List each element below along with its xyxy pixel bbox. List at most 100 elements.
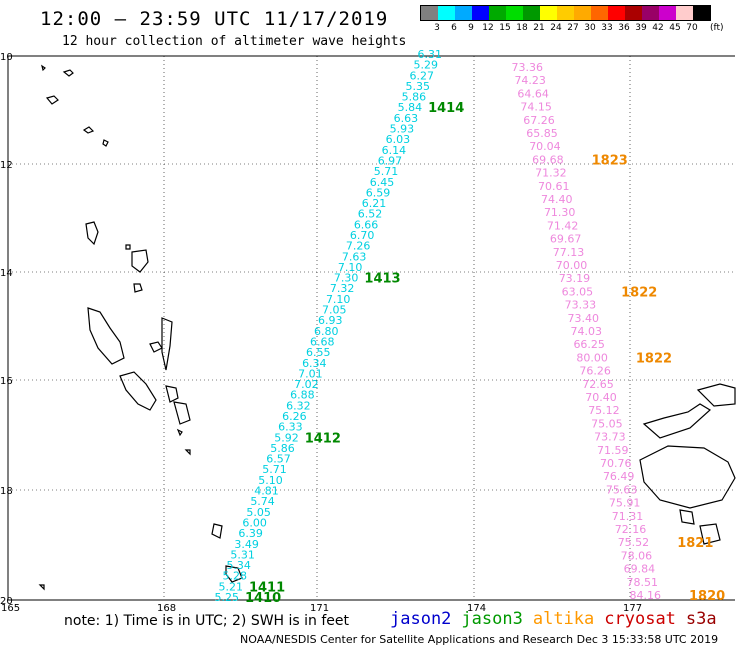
wave-height-value: 71.42 (547, 219, 579, 232)
wave-height-value: 70.61 (538, 180, 570, 193)
legend-swatch (659, 6, 676, 20)
island-small-1 (41, 64, 46, 72)
lon-tick-label: 165 (1, 603, 20, 614)
island-fiji-south-1 (679, 509, 695, 525)
wave-height-value: 5.86 (270, 442, 295, 455)
wave-height-value: 70.00 (556, 259, 588, 272)
legend-swatch (693, 6, 710, 20)
legend-label: 9 (468, 23, 474, 33)
island-small-3 (82, 126, 95, 134)
wave-height-value: 75.91 (609, 497, 641, 510)
island-lifou (149, 341, 163, 353)
wave-height-value: 69.68 (532, 153, 564, 166)
island-south-1 (211, 523, 223, 539)
legend-swatch (438, 6, 455, 20)
pass-time-label: 1822 (621, 285, 657, 300)
wave-height-value: 64.64 (517, 87, 549, 100)
legend-swatch (455, 6, 472, 20)
legend-label: 42 (652, 23, 664, 33)
wave-height-value: 5.92 (274, 431, 299, 444)
wave-height-value: 7.63 (342, 250, 367, 263)
wave-height-value: 73.33 (565, 299, 597, 312)
wave-height-value: 77.13 (553, 246, 585, 259)
wave-height-value: 69.67 (550, 233, 582, 246)
wave-height-value: 6.32 (286, 399, 311, 412)
wave-height-value: 5.21 (218, 580, 243, 593)
wave-height-value: 6.26 (282, 410, 307, 423)
wave-height-value: 5.31 (230, 548, 255, 561)
legend-swatch (676, 6, 693, 20)
wave-height-value: 6.31 (418, 48, 443, 61)
legend-label: 45 (669, 23, 681, 33)
wave-height-value: 6.63 (394, 112, 419, 125)
legend-swatch (472, 6, 489, 20)
lat-tick-label: 18 (0, 486, 13, 497)
satellite-jason3: jason3 (461, 609, 523, 629)
lat-labels: 10 12 14 16 18 20 (0, 52, 13, 607)
island-fiji-north (696, 383, 736, 407)
legend-swatch (608, 6, 625, 20)
wave-height-value: 6.70 (350, 229, 375, 242)
wave-height-value: 6.80 (314, 325, 339, 338)
legend-swatch (506, 6, 523, 20)
island-espiritu (85, 221, 99, 246)
wave-height-value: 5.93 (390, 123, 415, 136)
satellite-s3a: s3a (685, 609, 717, 629)
wave-height-value: 5.84 (398, 101, 423, 114)
island-outlines (38, 64, 736, 591)
satellite-jason2: jason2 (390, 609, 452, 629)
wave-height-value: 6.00 (242, 516, 267, 529)
pass-time-label: 1820 (689, 589, 725, 604)
legend-label: 6 (451, 23, 457, 33)
wave-height-value: 5.71 (262, 463, 287, 476)
satellite-legend: jason2 jason3 altika cryosat s3a (390, 609, 727, 629)
legend-swatch (421, 6, 438, 20)
legend-label: 30 (584, 23, 596, 33)
wave-height-value: 6.68 (310, 335, 335, 348)
wave-height-value: 5.74 (250, 495, 275, 508)
legend-label: 33 (601, 23, 613, 33)
wave-height-value: 7.10 (326, 293, 351, 306)
wave-height-value: 6.14 (382, 144, 407, 157)
legend-swatches (420, 5, 711, 21)
wave-height-value: 73.19 (559, 272, 591, 285)
legend-label: 27 (567, 23, 579, 33)
island-small-11 (38, 584, 45, 591)
wave-height-value: 6.03 (386, 133, 411, 146)
wave-height-value: 5.25 (215, 591, 240, 604)
wave-height-value: 6.27 (410, 69, 435, 82)
color-legend: (ft) 3 6 9 12 15 18 21 24 27 30 33 36 39 42 45 70 (420, 5, 724, 35)
legend-swatch (591, 6, 608, 20)
wave-height-value: 73.36 (512, 61, 544, 74)
wave-height-value: 70.40 (585, 391, 617, 404)
legend-label: 24 (550, 23, 562, 33)
wave-height-value: 73.40 (568, 312, 600, 325)
island-small-4 (102, 139, 109, 147)
island-new-caledonia-main (119, 371, 157, 411)
footer-note: note: 1) Time is in UTC; 2) SWH is in fe… (64, 613, 350, 629)
legend-label: 70 (686, 23, 698, 33)
pass-time-label: 1821 (677, 536, 713, 551)
wave-height-value: 76.26 (579, 365, 611, 378)
wave-height-value: 71.32 (535, 167, 567, 180)
pass-time-label: 1410 (245, 591, 281, 606)
wave-height-value: 70.04 (529, 140, 561, 153)
island-loyalty (161, 317, 173, 371)
lat-tick-label: 20 (0, 596, 13, 607)
wave-height-value: 5.35 (406, 80, 431, 93)
island-small-2 (62, 69, 74, 77)
legend-swatch (642, 6, 659, 20)
island-fiji-viti-levu (639, 445, 736, 509)
island-small-5 (125, 244, 131, 250)
island-small-6 (133, 283, 143, 293)
wave-height-value: 6.39 (238, 527, 263, 540)
wave-height-value: 5.34 (226, 559, 251, 572)
wave-height-value: 7.26 (346, 240, 371, 253)
lon-tick-label: 177 (623, 603, 642, 614)
pass-time-label: 1822 (636, 351, 672, 366)
pass-time-label: 1412 (305, 431, 341, 446)
legend-label: 3 (434, 23, 440, 33)
wave-height-value: 6.93 (318, 314, 343, 327)
wave-height-value: 7.05 (322, 304, 347, 317)
